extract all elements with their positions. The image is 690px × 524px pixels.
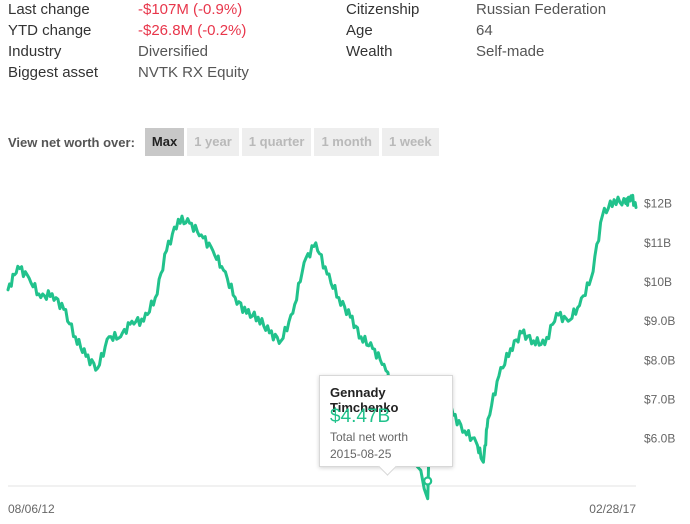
biggest-asset-value[interactable]: NVTK RX Equity bbox=[138, 64, 249, 81]
x-axis-start-label: 08/06/12 bbox=[8, 502, 55, 516]
y-tick-label: $8.0B bbox=[644, 353, 675, 367]
y-tick-label: $7.0B bbox=[644, 393, 675, 407]
tooltip-caption: Total net worth bbox=[330, 430, 409, 444]
age-value: 64 bbox=[476, 22, 493, 39]
range-button-1-year[interactable]: 1 year bbox=[187, 128, 239, 156]
citizenship-value: Russian Federation bbox=[476, 1, 607, 18]
net-worth-series-line bbox=[6, 193, 638, 501]
range-selector-label: View net worth over: bbox=[8, 134, 135, 150]
range-button-1-quarter[interactable]: 1 quarter bbox=[241, 128, 312, 156]
chart-tooltip: Gennady Timchenko $4.47B Total net worth… bbox=[319, 375, 453, 467]
y-tick-label: $9.0B bbox=[644, 314, 675, 328]
y-tick-label: $11B bbox=[644, 236, 671, 250]
industry-label: Industry bbox=[8, 43, 62, 60]
y-tick-label: $6.0B bbox=[644, 432, 675, 446]
y-axis-ticks: $6.0B $7.0B $8.0B $9.0B $10B $11B $12B bbox=[644, 197, 675, 446]
last-change-label: Last change bbox=[8, 1, 90, 18]
ytd-change-label: YTD change bbox=[8, 22, 92, 39]
biggest-asset-label: Biggest asset bbox=[8, 64, 99, 81]
tooltip-name: Gennady Timchenko bbox=[330, 385, 399, 415]
range-button-1-week[interactable]: 1 week bbox=[382, 128, 439, 156]
wealth-value: Self-made bbox=[476, 43, 545, 60]
y-tick-label: $10B bbox=[644, 275, 672, 289]
last-change-value: -$107M (-0.9%) bbox=[138, 1, 243, 18]
tooltip-date: 2015-08-25 bbox=[330, 447, 392, 461]
x-axis-end-label: 02/28/17 bbox=[589, 502, 636, 516]
citizenship-label: Citizenship bbox=[346, 1, 420, 18]
tooltip-value: $4.47B bbox=[330, 406, 391, 427]
range-button-1-month[interactable]: 1 month bbox=[314, 128, 379, 156]
y-tick-label: $12B bbox=[644, 197, 672, 211]
ytd-change-value: -$26.8M (-0.2%) bbox=[138, 22, 247, 39]
range-selector: View net worth over: Max 1 year 1 quarte… bbox=[8, 128, 442, 156]
range-button-max[interactable]: Max bbox=[144, 128, 185, 156]
wealth-label: Wealth bbox=[346, 43, 393, 60]
industry-value: Diversified bbox=[138, 43, 209, 60]
hover-point-marker[interactable] bbox=[423, 476, 433, 486]
age-label: Age bbox=[346, 22, 373, 39]
